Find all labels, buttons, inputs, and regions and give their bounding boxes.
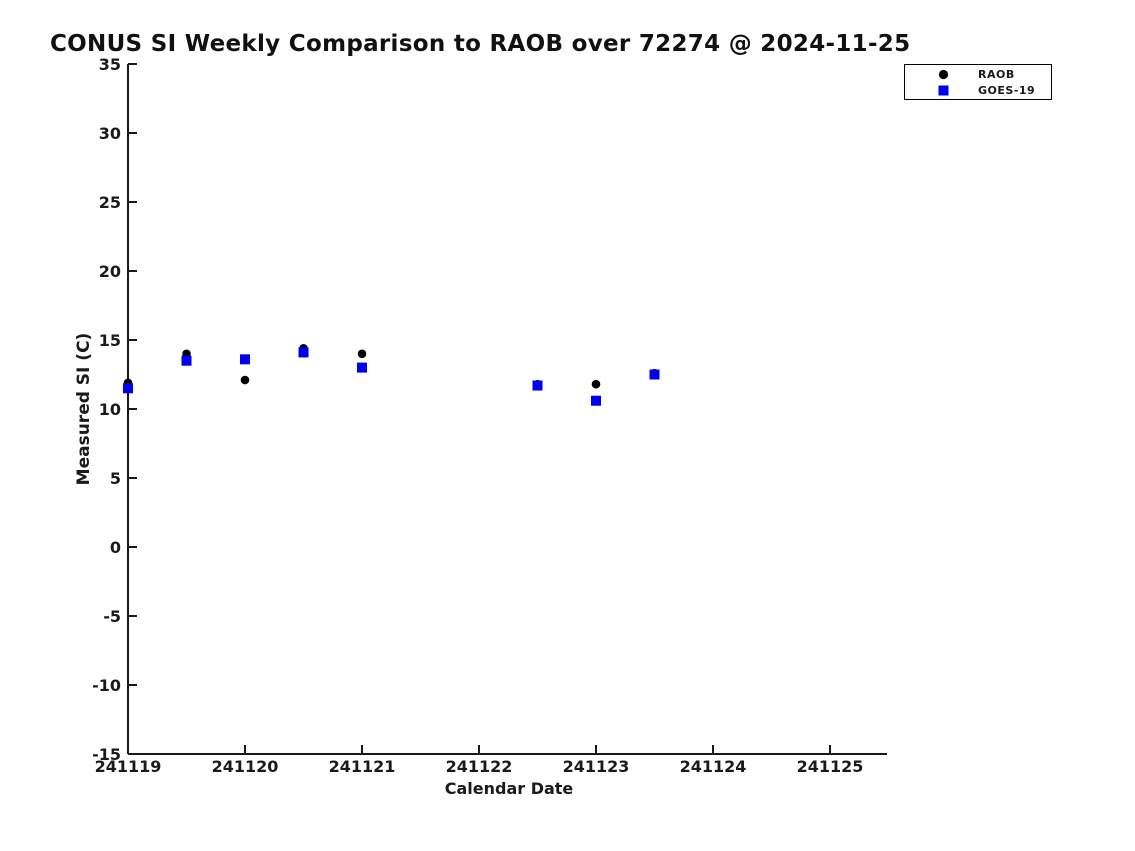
y-tick-label: 15 [99,331,121,350]
x-tick-label: 241120 [212,757,279,776]
goes19-square-marker-icon [938,85,949,96]
data-point-raob [591,379,601,389]
y-tick-label: 0 [110,538,121,557]
x-ticks [127,745,831,754]
data-point-goes-19 [591,395,601,406]
x-tick-label: 241125 [797,757,864,776]
y-tick-label: 20 [99,262,121,281]
y-tick-label: 35 [99,55,121,74]
data-point-goes-19 [123,383,133,394]
series-raob [123,343,659,389]
data-point-goes-19 [532,380,543,391]
legend-label-goes19: GOES-19 [978,83,1036,97]
x-tick-label: 241119 [95,757,162,776]
data-point-goes-19 [298,347,309,358]
series-goes-19 [123,347,660,406]
chart-title: CONUS SI Weekly Comparison to RAOB over … [50,31,911,57]
data-point-raob [240,375,250,385]
x-axis-label: Calendar Date [444,779,574,798]
x-tick-label: 241123 [563,757,630,776]
y-tick-label: 5 [110,469,121,488]
data-point-goes-19 [649,369,660,380]
data-point-goes-19 [240,354,250,365]
raob-circle-marker-icon [938,69,949,80]
legend-label-raob: RAOB [978,67,1015,81]
data-point-goes-19 [357,362,367,373]
y-ticks [128,63,137,755]
y-tick-label: -5 [103,607,121,626]
y-tick-labels: 35 30 25 20 15 10 5 0 -5 -10 -15 [92,55,121,764]
legend: RAOB GOES-19 [904,64,1052,100]
x-tick-label: 241122 [446,757,513,776]
data-point-goes-19 [181,355,192,366]
y-tick-label: 25 [99,193,121,212]
x-tick-label: 241121 [329,757,396,776]
x-tick-labels: 241119 241120 241121 241122 241123 241124 2411… [95,757,864,776]
legend-item-raob: RAOB [905,67,1051,81]
y-tick-label: 30 [99,124,121,143]
data-point-raob [357,349,367,359]
y-tick-label: -15 [92,745,121,764]
legend-item-goes19: GOES-19 [905,83,1051,97]
y-tick-label: 10 [99,400,121,419]
y-tick-label: -10 [92,676,121,695]
axes [127,64,887,755]
x-tick-label: 241124 [680,757,747,776]
